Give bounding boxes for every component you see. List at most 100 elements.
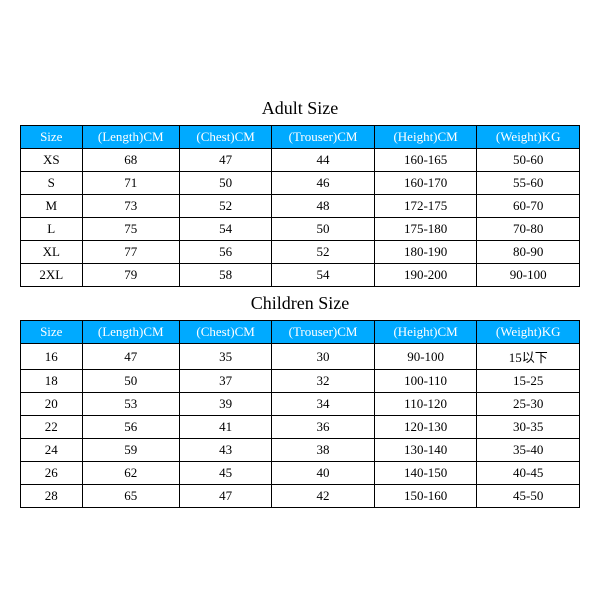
- table-cell: 77: [82, 241, 179, 264]
- table-cell: 56: [179, 241, 271, 264]
- table-cell: 47: [82, 344, 179, 370]
- table-cell: 44: [272, 149, 375, 172]
- table-cell: 50-60: [477, 149, 580, 172]
- table-cell: 2XL: [21, 264, 83, 287]
- table-cell: M: [21, 195, 83, 218]
- table-cell: 175-180: [374, 218, 477, 241]
- col-header: (Length)CM: [82, 126, 179, 149]
- table-row: XL775652180-19080-90: [21, 241, 580, 264]
- table-cell: 40: [272, 462, 375, 485]
- table-cell: 60-70: [477, 195, 580, 218]
- table-cell: 42: [272, 485, 375, 508]
- table-cell: S: [21, 172, 83, 195]
- table-cell: 30-35: [477, 416, 580, 439]
- table-cell: 190-200: [374, 264, 477, 287]
- table-cell: 73: [82, 195, 179, 218]
- table-cell: 26: [21, 462, 83, 485]
- table-cell: 15以下: [477, 344, 580, 370]
- table-cell: 52: [272, 241, 375, 264]
- table-cell: 65: [82, 485, 179, 508]
- size-chart-wrap: Adult Size Size(Length)CM(Chest)CM(Trous…: [20, 92, 580, 508]
- table-row: 18503732100-11015-25: [21, 370, 580, 393]
- table-cell: 16: [21, 344, 83, 370]
- table-cell: 80-90: [477, 241, 580, 264]
- table-row: L755450175-18070-80: [21, 218, 580, 241]
- table-cell: 52: [179, 195, 271, 218]
- table-cell: 48: [272, 195, 375, 218]
- col-header: Size: [21, 126, 83, 149]
- table-cell: 75: [82, 218, 179, 241]
- col-header: (Trouser)CM: [272, 126, 375, 149]
- table-cell: 20: [21, 393, 83, 416]
- table-cell: 68: [82, 149, 179, 172]
- table-row: 1647353090-10015以下: [21, 344, 580, 370]
- table-cell: 39: [179, 393, 271, 416]
- table-row: 28654742150-16045-50: [21, 485, 580, 508]
- table-cell: 120-130: [374, 416, 477, 439]
- table-cell: L: [21, 218, 83, 241]
- table-cell: 90-100: [477, 264, 580, 287]
- table-cell: 32: [272, 370, 375, 393]
- table-cell: XS: [21, 149, 83, 172]
- table-cell: 28: [21, 485, 83, 508]
- table-cell: 160-165: [374, 149, 477, 172]
- col-header: (Weight)KG: [477, 321, 580, 344]
- children-title: Children Size: [20, 287, 580, 320]
- col-header: (Height)CM: [374, 321, 477, 344]
- table-cell: 58: [179, 264, 271, 287]
- table-cell: 54: [179, 218, 271, 241]
- col-header: (Chest)CM: [179, 126, 271, 149]
- table-cell: 22: [21, 416, 83, 439]
- table-row: 22564136120-13030-35: [21, 416, 580, 439]
- table-row: 2XL795854190-20090-100: [21, 264, 580, 287]
- table-cell: 45-50: [477, 485, 580, 508]
- table-row: S715046160-17055-60: [21, 172, 580, 195]
- table-cell: 59: [82, 439, 179, 462]
- table-cell: XL: [21, 241, 83, 264]
- table-cell: 50: [179, 172, 271, 195]
- table-cell: 150-160: [374, 485, 477, 508]
- table-cell: 62: [82, 462, 179, 485]
- table-cell: 40-45: [477, 462, 580, 485]
- table-cell: 172-175: [374, 195, 477, 218]
- table-cell: 30: [272, 344, 375, 370]
- table-cell: 90-100: [374, 344, 477, 370]
- children-body: 1647353090-10015以下18503732100-11015-2520…: [21, 344, 580, 508]
- table-cell: 47: [179, 485, 271, 508]
- table-row: XS684744160-16550-60: [21, 149, 580, 172]
- adult-size-table: Adult Size Size(Length)CM(Chest)CM(Trous…: [20, 92, 580, 287]
- table-cell: 70-80: [477, 218, 580, 241]
- col-header: Size: [21, 321, 83, 344]
- table-cell: 50: [82, 370, 179, 393]
- table-cell: 71: [82, 172, 179, 195]
- table-cell: 36: [272, 416, 375, 439]
- table-cell: 35-40: [477, 439, 580, 462]
- table-cell: 45: [179, 462, 271, 485]
- table-row: 26624540140-15040-45: [21, 462, 580, 485]
- children-size-table: Children Size Size(Length)CM(Chest)CM(Tr…: [20, 287, 580, 508]
- table-cell: 100-110: [374, 370, 477, 393]
- table-row: 20533934110-12025-30: [21, 393, 580, 416]
- table-cell: 24: [21, 439, 83, 462]
- table-row: M735248172-17560-70: [21, 195, 580, 218]
- table-cell: 110-120: [374, 393, 477, 416]
- col-header: (Chest)CM: [179, 321, 271, 344]
- table-cell: 38: [272, 439, 375, 462]
- table-cell: 25-30: [477, 393, 580, 416]
- table-cell: 53: [82, 393, 179, 416]
- col-header: (Height)CM: [374, 126, 477, 149]
- col-header: (Weight)KG: [477, 126, 580, 149]
- table-cell: 35: [179, 344, 271, 370]
- table-cell: 34: [272, 393, 375, 416]
- table-cell: 18: [21, 370, 83, 393]
- adult-body: XS684744160-16550-60S715046160-17055-60M…: [21, 149, 580, 287]
- col-header: (Length)CM: [82, 321, 179, 344]
- table-cell: 41: [179, 416, 271, 439]
- table-cell: 79: [82, 264, 179, 287]
- col-header: (Trouser)CM: [272, 321, 375, 344]
- table-cell: 130-140: [374, 439, 477, 462]
- table-cell: 180-190: [374, 241, 477, 264]
- table-cell: 15-25: [477, 370, 580, 393]
- table-cell: 140-150: [374, 462, 477, 485]
- table-cell: 47: [179, 149, 271, 172]
